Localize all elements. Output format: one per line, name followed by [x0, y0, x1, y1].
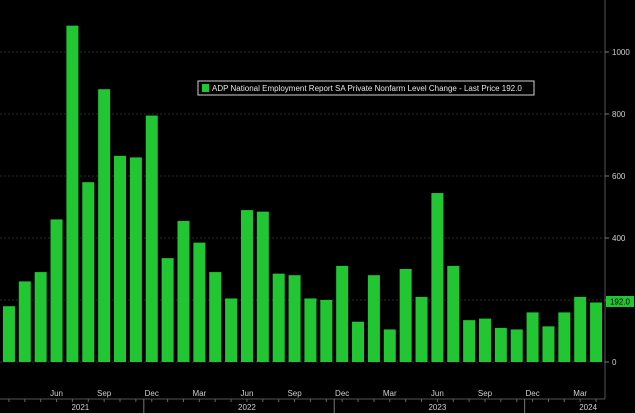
bar — [336, 265, 349, 362]
bar — [383, 329, 396, 362]
bar — [542, 326, 555, 362]
bar — [494, 327, 507, 362]
bar — [304, 298, 317, 362]
x-month-label: Sep — [287, 389, 302, 398]
bar — [272, 273, 285, 362]
bar — [129, 157, 142, 362]
x-month-label: Mar — [383, 389, 397, 398]
bar — [145, 115, 158, 362]
legend: ADP National Employment Report SA Privat… — [197, 80, 535, 96]
bar — [288, 275, 301, 362]
bar — [320, 300, 333, 362]
bar — [478, 318, 491, 362]
bar — [415, 296, 428, 362]
bar — [590, 302, 603, 362]
bars — [2, 25, 603, 363]
bar — [526, 312, 539, 362]
bar — [399, 269, 412, 362]
last-price-label: 192.0 — [610, 298, 631, 307]
x-year-label: 2023 — [428, 403, 446, 412]
bar — [352, 321, 365, 362]
bar — [50, 219, 63, 362]
last-price-box — [606, 296, 634, 307]
y-tick-label: 400 — [612, 234, 626, 243]
legend-swatch — [202, 84, 209, 92]
bar — [193, 242, 206, 362]
bar — [431, 193, 444, 362]
x-month-label: Jun — [431, 389, 444, 398]
x-month-label: Jun — [50, 389, 63, 398]
x-month-label: Dec — [335, 389, 349, 398]
x-year-label: 2022 — [238, 403, 256, 412]
x-year-label: 2021 — [71, 403, 89, 412]
bar — [161, 258, 174, 362]
x-month-label: Jun — [241, 389, 254, 398]
bar — [82, 182, 95, 362]
bar — [558, 312, 571, 362]
bar — [209, 272, 222, 362]
x-month-label: Dec — [525, 389, 539, 398]
bar — [177, 220, 190, 362]
bar — [18, 281, 31, 362]
bar — [225, 298, 238, 362]
bar — [114, 155, 127, 362]
y-tick-label: 1000 — [612, 48, 630, 57]
bar — [367, 275, 380, 362]
x-month-label: Sep — [478, 389, 493, 398]
bar — [463, 320, 476, 362]
last-price-marker: 192.0 — [606, 296, 634, 307]
x-month-label: Sep — [97, 389, 112, 398]
x-axis: Jun Sep Dec Mar Jun Sep Dec Mar Jun Sep Dec Mar 2021… — [8, 389, 598, 413]
bar — [2, 306, 15, 362]
bar — [447, 265, 460, 362]
x-month-label: Mar — [192, 389, 206, 398]
bar — [240, 210, 253, 362]
bar — [98, 89, 111, 362]
legend-text: ADP National Employment Report SA Privat… — [212, 84, 522, 93]
legend-box — [197, 80, 535, 96]
x-month-label: Mar — [573, 389, 587, 398]
x-month-label: Dec — [145, 389, 159, 398]
bar — [256, 211, 269, 362]
bar — [66, 25, 79, 363]
y-tick-label: 0 — [612, 358, 617, 367]
y-tick-label: 800 — [612, 110, 626, 119]
x-year-label: 2024 — [579, 403, 597, 412]
bar — [574, 296, 587, 362]
bar — [510, 329, 523, 362]
bar — [34, 272, 47, 362]
y-tick-label: 600 — [612, 172, 626, 181]
